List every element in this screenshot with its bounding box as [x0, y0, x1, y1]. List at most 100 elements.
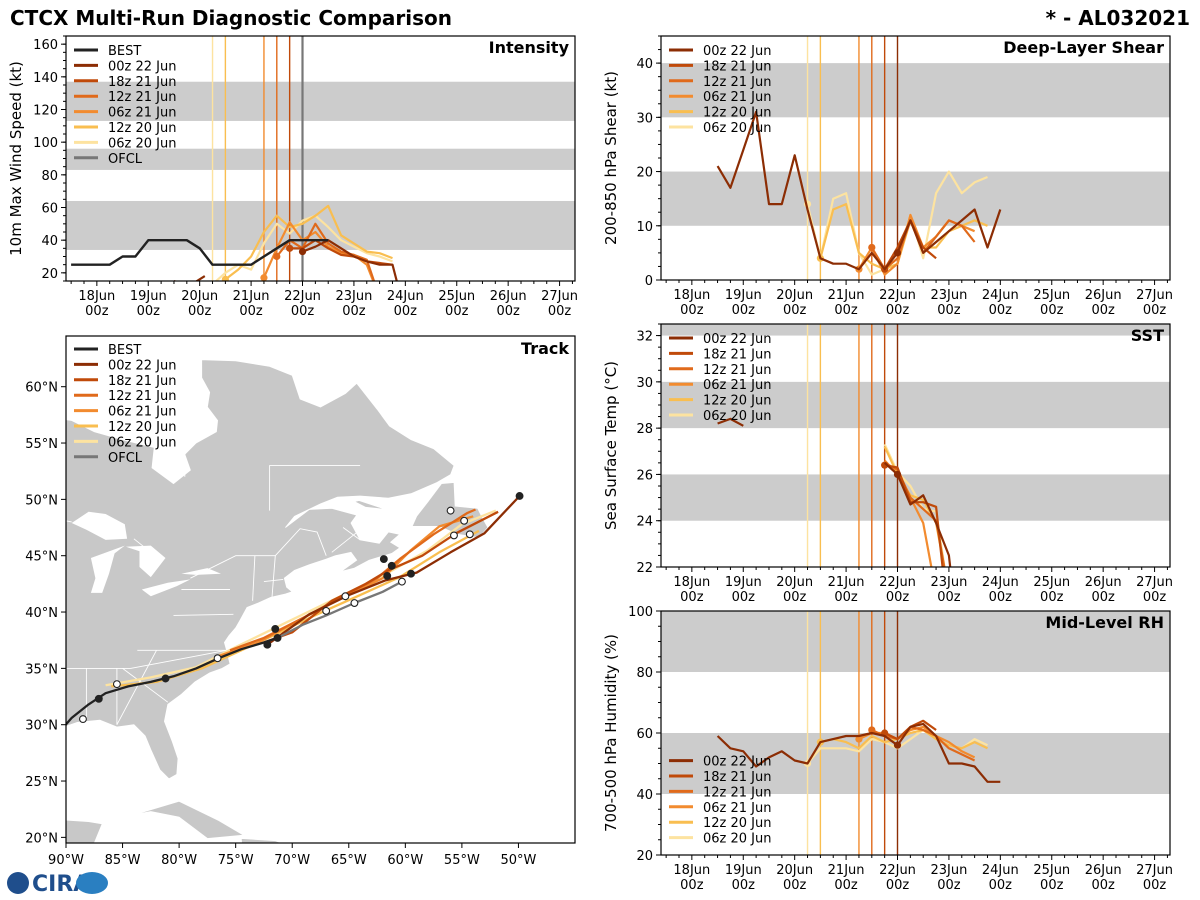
intensity-panel: 18Jun00z19Jun00z20Jun00z21Jun00z22Jun00z… [7, 35, 578, 319]
track-lat-label-5: 45°N [25, 550, 58, 565]
shear-xtick-label-7-0: 25Jun [1033, 288, 1070, 303]
shear-xtick-label-1-1: 00z [732, 303, 756, 318]
rh-xtick-label-2-0: 20Jun [776, 863, 813, 878]
rh-series-12z-21-jun-2 [871, 725, 976, 762]
shear-legend-label-0: 00z 22 Jun [703, 44, 772, 59]
rh-ytick-label-0: 20 [636, 849, 653, 864]
track-panel-title: Track [521, 339, 569, 358]
shear-xtick-label-9-1: 00z [1143, 303, 1167, 318]
track-lat-label-6: 50°N [25, 493, 58, 508]
intensity-ytick-label-7: 160 [33, 38, 58, 53]
track-frame [65, 335, 576, 844]
storm-id-title: * - AL032021 [1046, 6, 1190, 30]
water-shape-3 [141, 579, 191, 597]
shear-ylabel: 200-850 hPa Shear (kt) [602, 71, 620, 245]
border-line-16 [269, 465, 361, 511]
sst-xtick-label-2-0: 20Jun [776, 575, 813, 590]
sst-xtick-label-4-1: 00z [886, 590, 910, 605]
intensity-panel-title: Intensity [489, 38, 570, 57]
track-lon-label-2: 80°W [161, 853, 197, 868]
intensity-legend-label-6: 06z 20 Jun [108, 136, 177, 151]
track-marker-best-3 [161, 674, 170, 683]
track-marker-00z-22-jun-0 [383, 572, 392, 580]
track-lat-label-8: 60°N [25, 381, 58, 396]
sst-legend-label-5: 06z 20 Jun [703, 409, 772, 424]
sst-ytick-label-4: 30 [636, 376, 653, 391]
intensity-plot-area [66, 36, 575, 281]
water-shape-4 [181, 568, 221, 575]
shear-legend-label-3: 06z 21 Jun [703, 90, 772, 105]
sst-legend-label-0: 00z 22 Jun [703, 332, 772, 347]
intensity-xtick-label-3-1: 00z [239, 304, 263, 319]
sst-legend-label-3: 06z 21 Jun [703, 378, 772, 393]
track-marker-12z-21-jun-0 [379, 555, 388, 564]
intensity-xtick-label-8-0: 26Jun [490, 289, 527, 304]
shear-legend-label-4: 12z 20 Jun [703, 106, 772, 121]
intensity-init-point-12z-20-jun [221, 275, 229, 281]
track-marker-06z-20-jun-1 [322, 606, 331, 615]
rh-xtick-label-8-1: 00z [1091, 878, 1115, 893]
rh-legend-label-3: 06z 21 Jun [703, 801, 772, 816]
sst-xtick-label-1-0: 19Jun [725, 575, 762, 590]
rh-xtick-label-6-0: 24Jun [982, 863, 1019, 878]
rh-ytick-label-1: 40 [636, 788, 653, 803]
rh-xtick-label-5-0: 23Jun [930, 863, 967, 878]
border-line-2 [190, 528, 327, 579]
rh-init-point-06z-21-jun [855, 735, 863, 743]
cira-logo: CIRA [7, 872, 108, 897]
land-shape-4 [66, 819, 103, 843]
track-legend-label-1: 00z 22 Jun [108, 358, 177, 373]
rh-band-0 [661, 733, 1170, 794]
track-legend-label-7: OFCL [108, 451, 143, 466]
border-line-6 [130, 649, 227, 669]
track-marker-12z-20-jun-0 [465, 530, 474, 539]
shear-plot-area [661, 36, 1170, 280]
intensity-ytick-label-0: 20 [41, 267, 58, 282]
intensity-xtick-label-9-0: 27Jun [541, 289, 578, 304]
sst-xtick-label-9-0: 27Jun [1136, 575, 1173, 590]
intensity-ytick-label-5: 120 [33, 104, 58, 119]
intensity-xtick-label-4-0: 22Jun [284, 289, 321, 304]
shear-xtick-label-8-1: 00z [1091, 303, 1115, 318]
shear-xtick-label-0-1: 00z [680, 303, 704, 318]
intensity-legend-label-0: BEST [108, 44, 141, 59]
shear-ytick-label-0: 0 [645, 274, 653, 289]
border-line-14 [342, 527, 361, 541]
sst-ytick-label-2: 26 [636, 468, 653, 483]
rh-xtick-label-7-1: 00z [1040, 878, 1064, 893]
track-marker-best-2 [112, 680, 121, 689]
track-marker-06z-21-jun-0 [341, 592, 350, 601]
track-marker-ofcl-1 [350, 599, 359, 607]
shear-panel: 18Jun00z19Jun00z20Jun00z21Jun00z22Jun00z… [602, 35, 1173, 318]
intensity-band-2 [66, 81, 575, 121]
sst-series-18z-21-jun-2 [884, 464, 944, 567]
shear-xtick-label-7-1: 00z [1040, 303, 1064, 318]
track-lon-label-7: 55°W [444, 853, 480, 868]
rh-legend-label-0: 00z 22 Jun [703, 755, 772, 770]
border-line-11 [271, 555, 276, 599]
rh-ytick-label-4: 100 [628, 605, 653, 620]
sst-xtick-label-0-1: 00z [680, 590, 704, 605]
track-legend-label-0: BEST [108, 343, 141, 358]
border-line-0 [66, 520, 72, 523]
intensity-xtick-label-1-0: 19Jun [130, 289, 167, 304]
shear-xtick-label-5-0: 23Jun [930, 288, 967, 303]
rh-init-point-12z-21-jun [868, 726, 876, 734]
rh-panel-title: Mid-Level RH [1045, 613, 1164, 632]
track-lat-label-3: 35°N [25, 662, 58, 677]
track-panel: 90°W 85°W 80°W 75°W 70°W 65°W 60°W 55°W 50°W 20°N… [25, 335, 576, 868]
shear-xtick-label-2-0: 20Jun [776, 288, 813, 303]
sst-frame [660, 323, 1171, 568]
track-line-ofcl [276, 580, 403, 639]
rh-xtick-label-9-1: 00z [1143, 878, 1167, 893]
track-legend-label-5: 12z 20 Jun [108, 420, 177, 435]
track-line-06z-20-jun [105, 509, 497, 687]
sst-xtick-label-8-0: 26Jun [1085, 575, 1122, 590]
rh-legend-label-2: 12z 21 Jun [703, 785, 772, 800]
sst-xtick-label-1-1: 00z [732, 590, 756, 605]
track-marker-12z-20-jun-1 [450, 531, 458, 540]
intensity-series-pre-7 [174, 275, 206, 281]
sst-legend-label-1: 18z 21 Jun [703, 347, 772, 362]
sst-xtick-label-5-1: 00z [937, 590, 961, 605]
shear-ytick-label-1: 10 [636, 220, 653, 235]
